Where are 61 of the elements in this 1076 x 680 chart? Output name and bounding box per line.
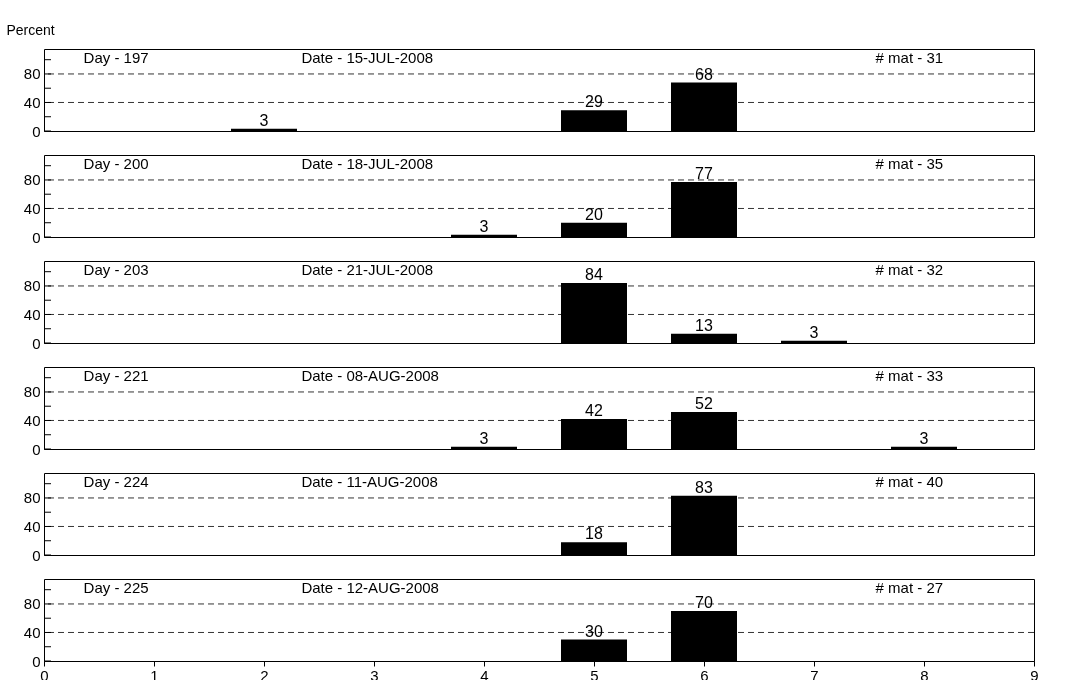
- data-label: 3: [259, 111, 269, 129]
- data-label: 70: [695, 594, 713, 612]
- data-label: 77: [695, 165, 713, 183]
- annotation: # mat - 33: [875, 367, 944, 384]
- data-label: 68: [695, 65, 713, 83]
- x-tick-label: 7: [810, 666, 819, 680]
- annotation: Day - 221: [83, 367, 149, 384]
- annotation: Day - 225: [83, 579, 149, 596]
- y-tick-label: 40: [23, 199, 41, 217]
- annotation: Day - 200: [83, 155, 149, 172]
- x-tick-label: 6: [700, 666, 709, 680]
- x-tick-label: 3: [370, 666, 379, 680]
- y-tick-label: 40: [23, 411, 41, 429]
- annotation: Date - 18-JUL-2008: [301, 155, 434, 172]
- annotation: Date - 15-JUL-2008: [301, 49, 434, 66]
- y-tick-label: 0: [32, 334, 41, 352]
- data-label: 3: [919, 429, 929, 447]
- annotation: Date - 11-AUG-2008: [301, 473, 438, 490]
- data-label: 3: [479, 429, 489, 447]
- x-tick-label: 4: [480, 666, 489, 680]
- annotation: # mat - 27: [875, 579, 944, 596]
- annotation: # mat - 32: [875, 261, 944, 278]
- annotation: # mat - 40: [875, 473, 944, 490]
- data-label: 83: [695, 478, 713, 496]
- data-label: 3: [479, 217, 489, 235]
- y-tick-label: 40: [23, 93, 41, 111]
- annotation: Day - 197: [83, 49, 149, 66]
- data-label: 20: [585, 205, 603, 223]
- y-tick-label: 80: [23, 65, 41, 83]
- y-tick-label: 0: [32, 228, 41, 246]
- y-tick-label: 80: [23, 489, 41, 507]
- x-tick-label: 2: [260, 666, 269, 680]
- data-label: 52: [695, 394, 713, 412]
- y-tick-label: 0: [32, 122, 41, 140]
- x-tick-label: 8: [920, 666, 929, 680]
- annotation: Date - 12-AUG-2008: [301, 579, 439, 596]
- y-axis-title: Percent: [6, 21, 55, 38]
- data-label: 84: [585, 266, 603, 284]
- annotation: Day - 224: [83, 473, 149, 490]
- x-tick-label: 5: [590, 666, 599, 680]
- annotation: # mat - 35: [875, 155, 944, 172]
- data-label: 42: [585, 402, 603, 420]
- y-tick-label: 80: [23, 171, 41, 189]
- y-tick-label: 40: [23, 517, 41, 535]
- data-label: 13: [695, 316, 713, 334]
- y-tick-label: 80: [23, 595, 41, 613]
- y-tick-label: 80: [23, 383, 41, 401]
- data-label: 29: [585, 93, 603, 111]
- y-tick-label: 40: [23, 305, 41, 323]
- x-tick-label: 1: [150, 666, 159, 680]
- data-label: 18: [585, 525, 603, 543]
- annotation: Day - 203: [83, 261, 149, 278]
- x-tick-label: 9: [1030, 666, 1039, 680]
- y-tick-label: 0: [32, 440, 41, 458]
- y-tick-label: 0: [32, 546, 41, 564]
- y-tick-label: 80: [23, 277, 41, 295]
- y-tick-label: 40: [23, 623, 41, 641]
- data-label: 3: [809, 323, 819, 341]
- annotation: Date - 21-JUL-2008: [301, 261, 434, 278]
- annotation: # mat - 31: [875, 49, 944, 66]
- annotation: Date - 08-AUG-2008: [301, 367, 439, 384]
